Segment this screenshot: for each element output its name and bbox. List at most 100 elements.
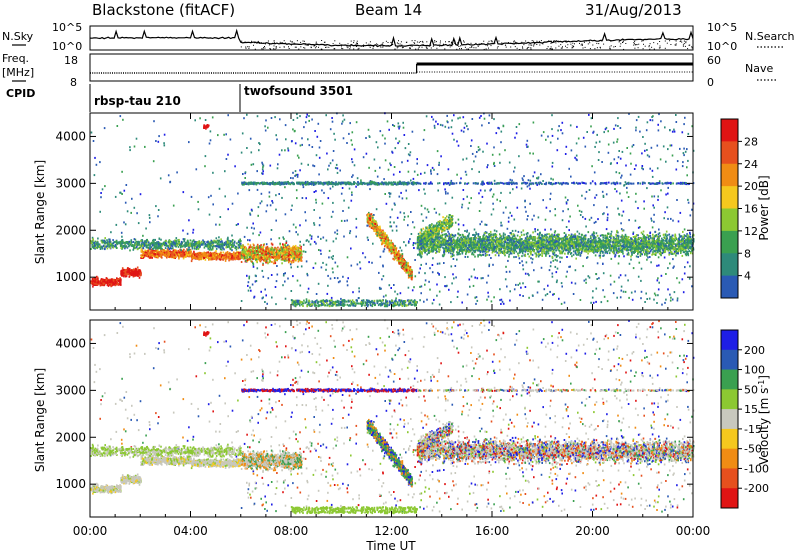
noise-search-point	[422, 42, 423, 43]
power-point	[433, 169, 435, 171]
power-point	[344, 119, 346, 121]
power-point	[283, 275, 285, 277]
power-point	[617, 117, 619, 119]
power-point	[138, 222, 140, 224]
power-point	[478, 146, 480, 148]
power-point	[432, 271, 434, 273]
power-point	[338, 281, 340, 283]
power-point	[448, 127, 450, 129]
power-point	[573, 293, 575, 295]
noise-search-point	[461, 48, 462, 49]
power-point	[655, 294, 657, 296]
power-point	[389, 163, 391, 165]
power-point	[164, 144, 166, 146]
power-point	[538, 251, 540, 253]
noise-search-point	[552, 49, 553, 50]
power-point	[426, 299, 428, 301]
power-point	[578, 138, 580, 140]
power-point	[555, 259, 557, 261]
power-point	[649, 156, 651, 158]
power-point	[408, 287, 410, 289]
power-point	[480, 202, 482, 204]
power-point	[656, 265, 658, 267]
power-point	[590, 302, 592, 304]
power-point	[308, 115, 310, 117]
noise-search-point	[324, 42, 325, 43]
power-point	[689, 265, 691, 267]
power-point	[445, 202, 447, 204]
power-point	[241, 300, 243, 302]
power-point	[618, 277, 620, 279]
noise-search-point	[431, 48, 432, 49]
power-point	[607, 130, 609, 132]
power-point	[477, 277, 479, 279]
power-point	[349, 122, 351, 124]
noise-search-point	[419, 47, 420, 48]
power-point	[672, 131, 674, 133]
noise-search-point	[285, 43, 286, 44]
power-point	[549, 269, 551, 271]
power-point	[525, 211, 527, 213]
power-point	[606, 193, 608, 195]
noise-panel: N.Sky 10^5 10^0 10^5 10^0 N.Search	[2, 21, 795, 53]
power-point	[304, 211, 306, 213]
noise-search-point	[307, 45, 308, 46]
power-point	[270, 204, 272, 206]
power-point	[504, 149, 506, 151]
power-point	[381, 278, 383, 280]
power-point	[576, 155, 578, 157]
power-point	[261, 162, 263, 164]
power-point	[526, 261, 528, 263]
power-point	[336, 164, 338, 166]
power-point	[458, 145, 460, 147]
power-point	[433, 299, 435, 301]
noise-search-point	[464, 42, 465, 43]
power-point	[568, 220, 570, 222]
power-point	[635, 201, 637, 203]
power-point	[333, 240, 335, 242]
noise-search-point	[634, 43, 635, 44]
noise-search-point	[515, 42, 516, 43]
power-point	[448, 168, 450, 170]
noise-search-point	[356, 44, 357, 45]
noise-search-point	[667, 43, 668, 44]
power-point	[335, 238, 337, 240]
noise-search-point	[536, 41, 537, 42]
noise-search-point	[353, 48, 354, 49]
noise-search-point	[419, 42, 420, 43]
power-point	[429, 289, 431, 291]
power-point	[352, 131, 354, 133]
power-point	[365, 256, 367, 258]
power-point	[531, 262, 533, 264]
power-point	[212, 116, 214, 118]
power-point	[672, 182, 674, 184]
power-point	[276, 280, 278, 282]
noise-search-point	[280, 42, 281, 43]
power-point	[507, 228, 509, 230]
power-point	[605, 128, 607, 130]
power-point	[597, 218, 599, 220]
power-point	[471, 139, 473, 141]
noise-search-point	[581, 45, 582, 46]
power-point	[618, 263, 620, 265]
power-point	[527, 186, 529, 188]
freq-right-tick-low: 0	[707, 76, 714, 89]
power-point	[516, 186, 518, 188]
power-point	[482, 277, 484, 279]
power-point	[332, 159, 334, 161]
noise-search-point	[386, 41, 387, 42]
power-point	[589, 219, 591, 221]
power-point	[208, 196, 210, 198]
noise-search-point	[434, 40, 435, 41]
power-point	[551, 128, 553, 130]
noise-search-point	[491, 40, 492, 41]
power-point	[293, 224, 295, 226]
power-point	[532, 219, 534, 221]
noise-search-point	[502, 44, 503, 45]
power-point	[188, 219, 190, 221]
power-point	[330, 278, 332, 280]
noise-search-point	[388, 42, 389, 43]
power-point	[251, 164, 253, 166]
noise-search-point	[261, 48, 262, 49]
power-point	[562, 210, 564, 212]
